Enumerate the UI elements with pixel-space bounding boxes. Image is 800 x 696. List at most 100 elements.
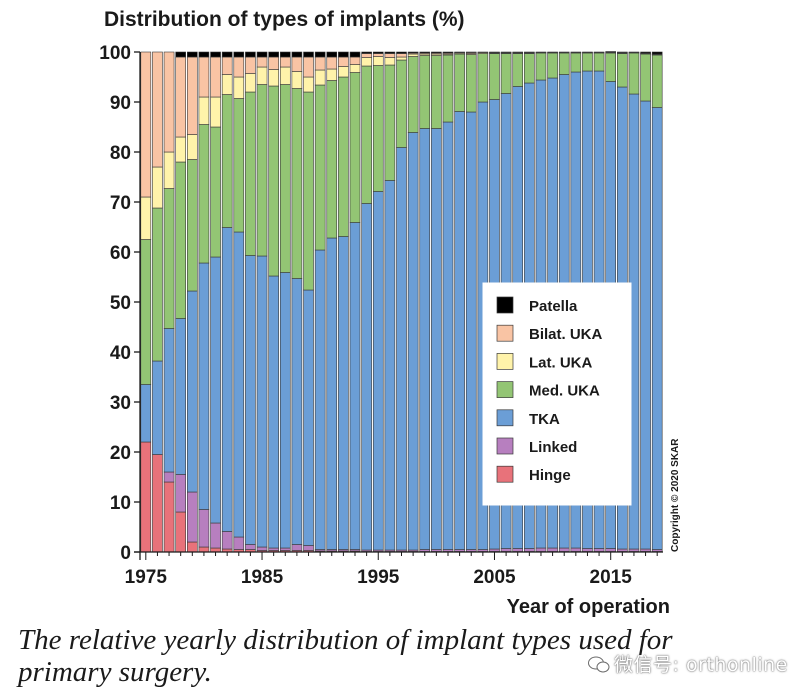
bar-segment-lat-uka-1976 (152, 166, 163, 209)
bar-segment-bilat-uka-1994 (361, 53, 372, 58)
y-tick-label: 90 (110, 93, 131, 114)
bar-segment-bilat-uka-2013 (582, 51, 593, 53)
bar-segment-linked-2014 (593, 548, 605, 552)
x-tick-label: 1995 (357, 567, 400, 588)
bar-segment-linked-2009 (535, 547, 547, 552)
bar-segment-bilat-uka-1986 (268, 56, 279, 70)
bar-segment-tka-1996 (384, 180, 396, 551)
bar-segment-bilat-uka-1978 (175, 56, 186, 138)
stacked-bar-chart: Distribution of types of implants (%) 0 1… (99, 8, 681, 618)
bar-segment-lat-uka-1990 (314, 69, 326, 86)
y-tick-label: 30 (110, 393, 131, 414)
bar-segment-tka-1998 (407, 132, 419, 551)
bar-segment-med-uka-1984 (245, 91, 256, 256)
bar-segment-med-uka-1989 (303, 91, 314, 291)
bar-segment-linked-1987 (279, 547, 291, 551)
bar-segment-linked-2008 (524, 548, 535, 552)
bar-segment-lat-uka-1988 (291, 71, 303, 89)
bar-segment-patella-1984 (245, 51, 256, 58)
bar-segment-med-uka-2007 (512, 53, 524, 87)
bar-segment-linked-1988 (291, 544, 303, 551)
bar-segment-lat-uka-1995 (372, 56, 384, 66)
bar-segment-lat-uka-1980 (198, 96, 210, 125)
bar-segment-patella-1994 (361, 51, 372, 54)
bar-segment-bilat-uka-2012 (570, 51, 582, 53)
chart-title: Distribution of types of implants (%) (104, 8, 465, 31)
bar-segment-tka-2002 (454, 111, 465, 550)
bar-segment-lat-uka-1981 (210, 96, 221, 128)
bar-segment-bilat-uka-1977 (163, 51, 175, 153)
bar-segment-hinge-1977 (163, 481, 175, 553)
bar-segment-bilat-uka-1990 (314, 56, 326, 71)
bar-segment-bilat-uka-2010 (547, 51, 558, 53)
bar-segment-bilat-uka-1980 (198, 56, 210, 98)
bar-segment-med-uka-2018 (640, 53, 651, 102)
bar-segment-linked-1978 (175, 474, 186, 513)
legend-label-hinge: Hinge (529, 467, 571, 484)
bar-segment-lat-uka-1975 (140, 196, 152, 240)
bar-segment-med-uka-1999 (419, 55, 431, 129)
bar-segment-bilat-uka-1983 (233, 56, 245, 78)
bar-segment-tka-1989 (303, 289, 314, 546)
bar-segment-patella-2000 (431, 51, 442, 54)
bar-segment-patella-2007 (512, 51, 524, 53)
bar-segment-bilat-uka-1979 (187, 56, 198, 135)
bar-segment-hinge-1976 (152, 454, 163, 553)
wechat-watermark: 微信号: orthonline (588, 650, 788, 677)
bar-segment-bilat-uka-1988 (291, 56, 303, 72)
bar-segment-linked-2015 (605, 548, 617, 552)
bar-segment-bilat-uka-1989 (303, 56, 314, 78)
bar-segment-bilat-uka-1992 (338, 56, 349, 67)
y-tick-label: 60 (110, 243, 131, 264)
legend-swatch-bilat-uka (496, 324, 514, 342)
bar-segment-med-uka-2017 (628, 52, 640, 95)
bar-segment-lat-uka-1992 (338, 66, 349, 78)
bar-segment-lat-uka-1985 (256, 66, 268, 85)
bar-segment-tka-1982 (221, 227, 233, 532)
legend-label-patella: Patella (529, 298, 578, 315)
bar-segment-lat-uka-1989 (303, 76, 314, 93)
bar-segment-hinge-1979 (187, 541, 198, 553)
bar-segment-patella-2016 (617, 51, 628, 53)
bar-segment-tka-2003 (465, 111, 477, 550)
bar-segment-tka-1991 (326, 237, 338, 550)
bar-segment-tka-1994 (361, 203, 372, 551)
bar-segment-bilat-uka-1991 (326, 56, 338, 70)
bar-segment-tka-2018 (640, 100, 651, 550)
bar-segment-patella-2018 (640, 51, 651, 54)
x-tick-label: 1985 (241, 567, 284, 588)
y-tick-label: 20 (110, 443, 131, 464)
bar-segment-lat-uka-1983 (233, 76, 245, 99)
bar-segment-patella-2006 (500, 51, 512, 53)
bar-segment-patella-1995 (372, 51, 384, 54)
legend-label-bilat-uka: Bilat. UKA (529, 326, 603, 343)
bar-segment-lat-uka-1987 (279, 66, 291, 85)
y-tick-label: 50 (110, 293, 131, 314)
bar-segment-med-uka-2001 (442, 54, 454, 123)
bar-segment-tka-2000 (431, 128, 442, 550)
bar-segment-patella-1996 (384, 51, 396, 54)
bar-segment-lat-uka-1978 (175, 136, 186, 163)
bar-segment-patella-2015 (605, 51, 617, 53)
bar-segment-linked-2010 (547, 547, 558, 552)
bar-segment-bilat-uka-1984 (245, 56, 256, 74)
bar-segment-tka-1999 (419, 128, 431, 550)
y-tick-label: 100 (99, 43, 131, 64)
bar-segment-hinge-1978 (175, 511, 186, 553)
bar-segment-bilat-uka-2009 (535, 51, 547, 53)
bar-segment-lat-uka-1979 (187, 134, 198, 160)
bar-segment-linked-2012 (570, 547, 582, 552)
legend-label-linked: Linked (529, 439, 577, 456)
bar-segment-med-uka-1979 (187, 159, 198, 292)
bar-segment-med-uka-2000 (431, 55, 442, 129)
bar-segment-med-uka-1983 (233, 98, 245, 233)
bar-segment-med-uka-1987 (279, 84, 291, 273)
bar-segment-linked-1980 (198, 509, 210, 548)
y-tick-label: 0 (120, 543, 131, 564)
bar-segment-tka-1980 (198, 262, 210, 510)
bar-segment-linked-1989 (303, 545, 314, 551)
x-tick-label: 1975 (125, 567, 168, 588)
bar-segment-tka-1993 (349, 222, 361, 550)
bar-segment-patella-1983 (233, 51, 245, 58)
legend-swatch-tka (496, 409, 514, 427)
